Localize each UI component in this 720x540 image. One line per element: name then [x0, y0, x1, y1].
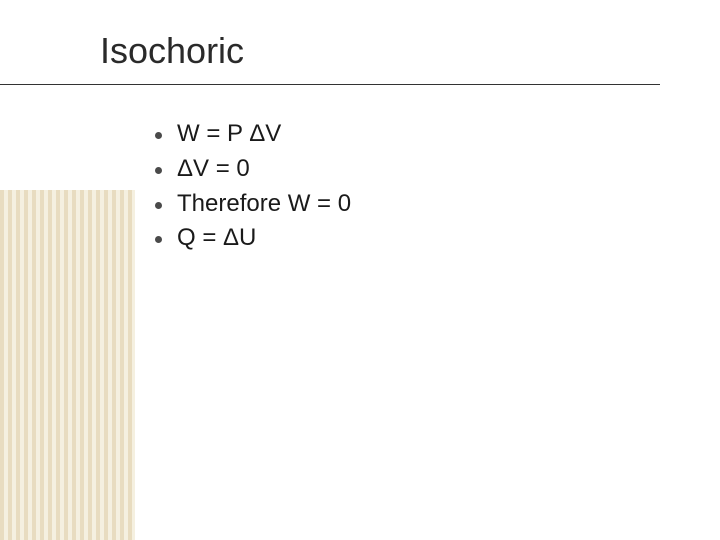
bullet-item: ΔV = 0 [155, 152, 720, 187]
slide-content: Isochoric W = P ΔV ΔV = 0 Therefore W = … [0, 0, 720, 256]
bullet-item: Therefore W = 0 [155, 187, 720, 222]
title-container: Isochoric [0, 30, 660, 85]
bullet-item: Q = ΔU [155, 221, 720, 256]
bullet-list: W = P ΔV ΔV = 0 Therefore W = 0 Q = ΔU [0, 117, 720, 256]
bullet-item: W = P ΔV [155, 117, 720, 152]
slide-title: Isochoric [100, 30, 660, 72]
